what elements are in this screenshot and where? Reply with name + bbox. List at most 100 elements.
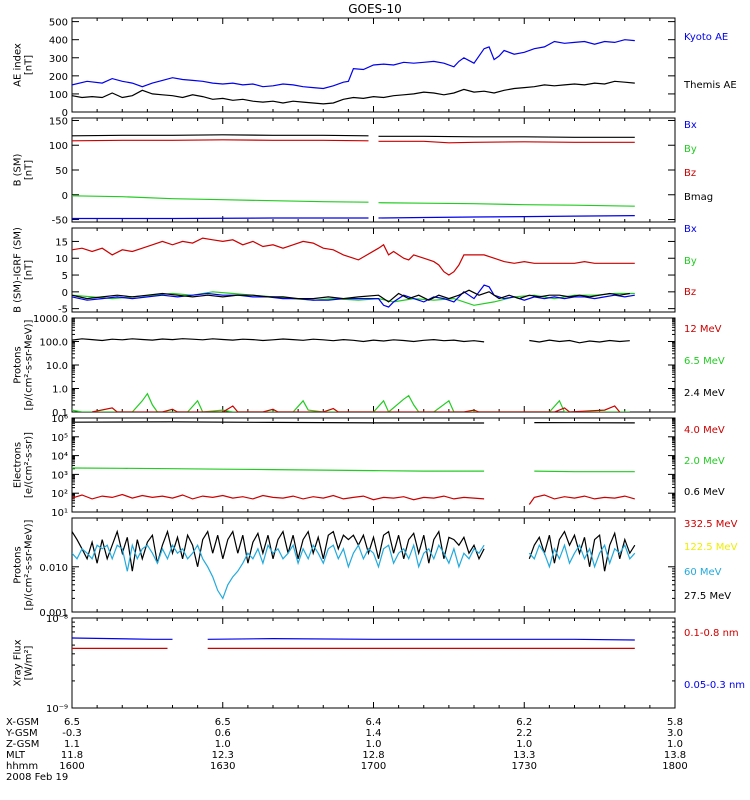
- orbit-value: 12.3: [212, 750, 234, 761]
- orbit-value: 6.2: [516, 717, 532, 728]
- y-tick-label: 0: [62, 108, 68, 119]
- series-line-2-0-mev: [534, 470, 635, 473]
- y-tick-label: 10¹: [51, 508, 68, 519]
- series-line-27-5-mev: [528, 530, 636, 572]
- orbit-value: 3.0: [667, 728, 683, 739]
- series-group: [72, 39, 635, 105]
- y-tick-label: 15: [55, 237, 68, 248]
- legend-bz: Bz: [684, 287, 696, 298]
- orbit-row-label: X-GSM: [6, 717, 39, 728]
- series-line-themis-ae: [72, 80, 635, 105]
- y-tick-label: 0.001: [39, 608, 68, 619]
- orbit-value: 11.8: [61, 750, 83, 761]
- series-line-4-0-mev: [72, 493, 485, 501]
- series-group: [72, 338, 630, 412]
- legend-0-05-0-3-nm: 0.05-0.3 nm: [684, 680, 745, 691]
- y-tick-label: 100: [49, 141, 68, 152]
- panel-bigrf: -5 0 5 10 15 B (SM)-IGRF (SM) [nT] Bx By Bz: [13, 224, 697, 316]
- legend-by: By: [684, 144, 697, 155]
- orbit-value: 5.8: [667, 717, 683, 728]
- orbit-row-label: hhmm: [6, 761, 38, 772]
- y-tick-label: 150: [49, 116, 68, 127]
- series-line-bx: [72, 284, 635, 308]
- panel-bsm: -50 0 50 100 150 B (SM) [nT] Bx By Bz Bmag: [13, 116, 714, 226]
- y-axis-label-line: [nT]: [24, 55, 35, 75]
- orbit-row-label: Z-GSM: [6, 739, 39, 750]
- y-axis-label-line: [p/(cm²-s-sr-MeV)]: [24, 519, 35, 610]
- panel-protons_epead: 0.001 0.010 Protons [p/(cm²-s-sr-MeV)] 332.5…: [13, 517, 738, 619]
- orbit-row-label: 2008 Feb 19: [6, 772, 68, 783]
- series-line-by: [378, 202, 635, 207]
- orbit-value: 12.8: [362, 750, 384, 761]
- y-tick-label: -50: [52, 216, 68, 227]
- y-axis-label: B (SM) [nT]: [13, 153, 35, 186]
- y-axis-label-line: B (SM)-IGRF (SM): [13, 227, 24, 313]
- series-group: [72, 134, 635, 220]
- orbit-value: 1730: [512, 761, 537, 772]
- legend-bmag: Bmag: [684, 192, 713, 203]
- y-axis-label-line: [W/m²]: [24, 645, 35, 680]
- legend-0-6-mev: 0.6 MeV: [684, 487, 725, 498]
- legend-kyoto-ae: Kyoto AE: [684, 32, 728, 43]
- orbit-value: 6.4: [366, 717, 382, 728]
- orbit-value: 13.3: [513, 750, 535, 761]
- y-axis-label-line: Protons: [13, 346, 24, 383]
- legend-4-0-mev: 4.0 MeV: [684, 425, 725, 436]
- panel-xray: 10⁻⁹ 10⁻⁸ Xray Flux [W/m²] 0.1-0.8 nm 0.05-0.…: [13, 614, 746, 715]
- series-group: [72, 637, 635, 650]
- y-tick-label: 100.0: [39, 338, 68, 349]
- orbit-value: 13.8: [664, 750, 686, 761]
- y-tick-label: 1000.0: [33, 314, 68, 325]
- series-line-0-6-mev: [72, 421, 485, 424]
- y-tick-label: 200: [49, 72, 68, 83]
- legend-2-0-mev: 2.0 MeV: [684, 456, 725, 467]
- y-axis-label-line: [p/(cm²-s-sr-MeV)]: [24, 319, 35, 410]
- y-axis-label-line: Xray Flux: [13, 639, 24, 686]
- y-axis-label: B (SM)-IGRF (SM) [nT]: [13, 227, 35, 313]
- y-tick-label: -5: [58, 305, 68, 316]
- y-tick-label: 10: [55, 254, 68, 265]
- series-line-bmag: [378, 135, 635, 138]
- orbit-value: 1.0: [366, 739, 382, 750]
- y-tick-label: 10⁶: [51, 414, 68, 425]
- y-axis-label-line: B (SM): [13, 153, 24, 186]
- y-tick-label: 0.010: [39, 563, 68, 574]
- orbit-value: 1700: [361, 761, 386, 772]
- legend-2-4-mev: 2.4 MeV: [684, 388, 725, 399]
- y-tick-label: 0: [62, 191, 68, 202]
- y-tick-label: 300: [49, 54, 68, 65]
- series-line-60-mev: [528, 543, 636, 569]
- y-axis-label: Electrons [e/(cm²-s-sr)]: [13, 432, 35, 498]
- orbit-value: 1.1: [64, 739, 80, 750]
- series-group: [72, 421, 635, 505]
- series-line-bz: [72, 139, 369, 142]
- y-tick-label: 0: [62, 288, 68, 299]
- series-line-bz: [378, 140, 635, 144]
- chart-title: GOES-10: [348, 2, 402, 16]
- series-line-0-05-0-3-nm: [72, 637, 173, 640]
- series-line-bmag: [72, 134, 369, 137]
- orbit-row-label: Y-GSM: [5, 728, 38, 739]
- orbit-value: 1.0: [215, 739, 231, 750]
- orbit-value: 1.0: [516, 739, 532, 750]
- y-tick-label: 10³: [51, 470, 68, 481]
- series-line-12-mev: [91, 405, 621, 412]
- y-axis-label-line: AE index: [13, 43, 24, 87]
- panel-ae: 0 100 200 300 400 500 AE index [nT] Kyoto AE Them…: [13, 17, 737, 119]
- y-tick-label: 10.0: [46, 361, 68, 372]
- series-line-bmag: [72, 289, 630, 303]
- y-axis-label-line: [nT]: [24, 160, 35, 180]
- y-tick-label: 500: [49, 18, 68, 29]
- series-line-4-0-mev: [528, 494, 635, 505]
- legend-0-1-0-8-nm: 0.1-0.8 nm: [684, 628, 739, 639]
- y-tick-label: 10⁴: [51, 452, 68, 463]
- legend-12-mev: 12 MeV: [684, 324, 722, 335]
- y-tick-label: 10²: [51, 489, 68, 500]
- orbit-value: 1.0: [667, 739, 683, 750]
- legend-6-5-mev: 6.5 MeV: [684, 356, 725, 367]
- orbit-value: 6.5: [215, 717, 231, 728]
